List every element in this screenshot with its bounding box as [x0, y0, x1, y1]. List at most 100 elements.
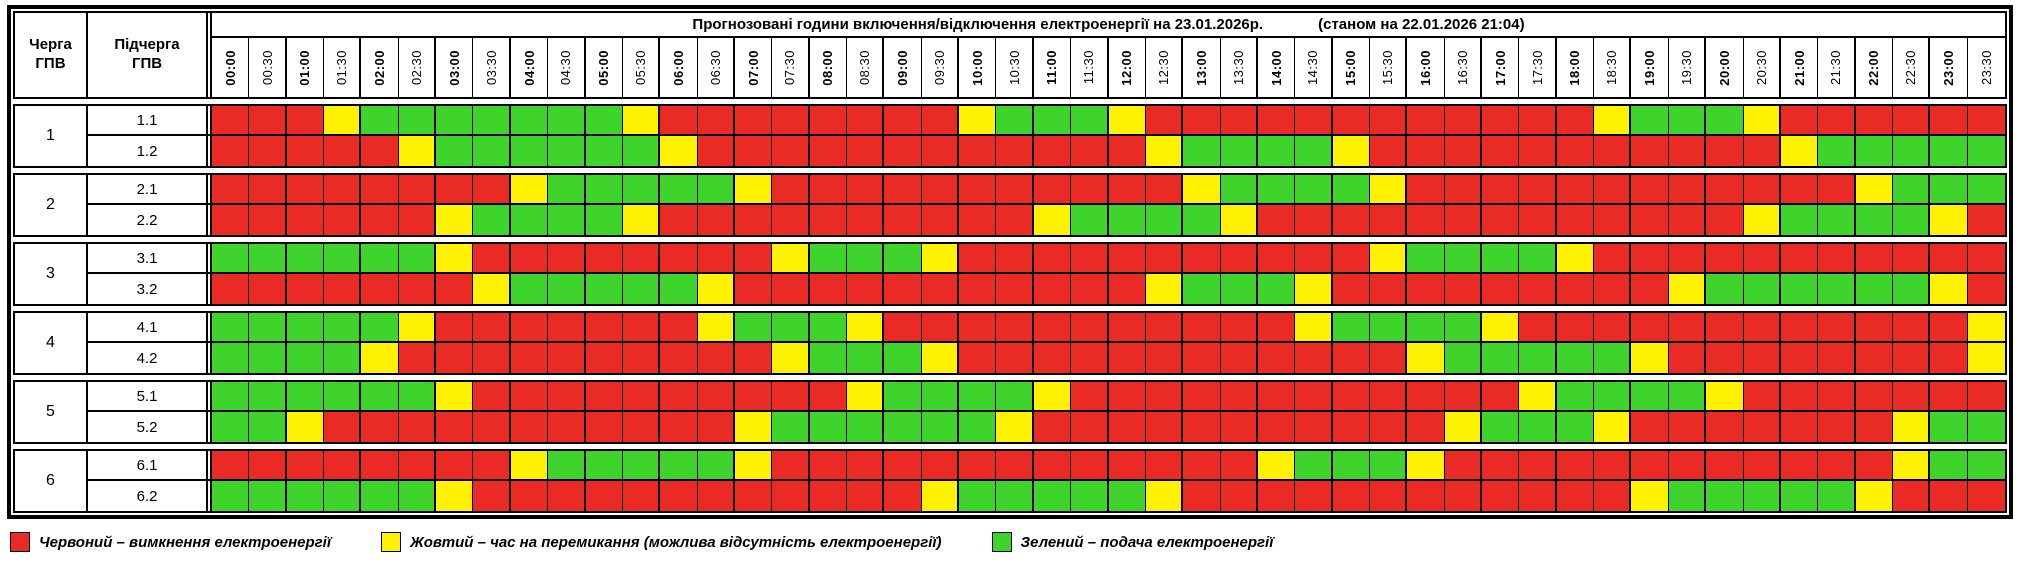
schedule-cell — [212, 106, 250, 134]
schedule-cell — [1930, 313, 1968, 341]
schedule-cell — [324, 481, 362, 511]
schedule-cell — [510, 313, 549, 341]
schedule-cell — [436, 313, 474, 341]
schedule-cell — [734, 343, 773, 373]
schedule-cell — [1594, 106, 1632, 134]
schedule-cell — [1108, 136, 1146, 166]
schedule-cell — [324, 274, 362, 304]
schedule-cell — [1631, 175, 1669, 203]
schedule-cell — [660, 343, 698, 373]
schedule-cell — [847, 244, 885, 272]
schedule-cell — [1369, 205, 1408, 235]
time-column-label: 19:30 — [1669, 38, 1707, 97]
schedule-cell — [884, 244, 922, 272]
time-column-label: 02:30 — [399, 38, 437, 97]
schedule-row: 4.2 — [88, 343, 2005, 373]
schedule-cell — [809, 313, 848, 341]
schedule-cell — [1482, 175, 1520, 203]
schedule-cell — [1145, 343, 1184, 373]
schedule-cell — [1855, 205, 1893, 235]
schedule-cell — [1556, 106, 1595, 134]
schedule-cell — [1743, 343, 1781, 373]
schedule-cell — [1145, 412, 1184, 442]
schedule-cell — [1033, 382, 1072, 410]
schedule-cell — [286, 382, 325, 410]
schedule-cell — [286, 343, 325, 373]
schedule-cell — [398, 313, 437, 341]
schedule-row-cells — [206, 343, 2005, 373]
schedule-cell — [1332, 106, 1370, 134]
schedule-cell — [1743, 412, 1781, 442]
time-column-label: 17:00 — [1482, 38, 1520, 97]
schedule-cell — [884, 343, 922, 373]
table-title-asof: (станом на 22.01.2026 21:04) — [1318, 16, 1525, 33]
schedule-cell — [622, 412, 661, 442]
schedule-cell — [1743, 205, 1781, 235]
schedule-row: 2.2 — [88, 205, 2005, 235]
schedule-cell — [212, 382, 250, 410]
schedule-cell — [996, 274, 1034, 304]
schedule-cell — [697, 382, 735, 410]
schedule-cell — [1220, 136, 1258, 166]
schedule-cell — [1631, 451, 1669, 479]
time-label-text: 20:00 — [1716, 49, 1732, 86]
schedule-cell — [473, 244, 511, 272]
schedule-cell — [996, 451, 1034, 479]
schedule-cell — [734, 175, 773, 203]
time-column-label: 23:00 — [1930, 38, 1968, 97]
schedule-cell — [1706, 136, 1744, 166]
schedule-cell — [548, 136, 586, 166]
schedule-cell — [212, 412, 250, 442]
schedule-cell — [772, 481, 810, 511]
schedule-cell — [1967, 382, 2005, 410]
schedule-cell — [1332, 382, 1370, 410]
schedule-cell — [1295, 106, 1333, 134]
time-label-text: 18:00 — [1567, 49, 1583, 86]
time-column-label: 03:30 — [473, 38, 511, 97]
schedule-cell — [510, 451, 549, 479]
time-column-label: 01:00 — [287, 38, 325, 97]
time-column-label: 06:30 — [698, 38, 735, 97]
schedule-cell — [847, 343, 885, 373]
schedule-cell — [212, 136, 250, 166]
schedule-cell — [1257, 244, 1296, 272]
time-label-text: 17:00 — [1492, 49, 1508, 86]
schedule-cell — [1631, 412, 1669, 442]
schedule-row-cells — [206, 205, 2005, 235]
schedule-cell — [622, 382, 661, 410]
time-label-text: 01:30 — [334, 49, 350, 86]
schedule-row: 5.2 — [88, 412, 2005, 442]
queue-number: 6 — [15, 451, 88, 511]
schedule-cell — [1855, 382, 1893, 410]
schedule-cell — [1183, 412, 1221, 442]
schedule-cell — [660, 106, 698, 134]
schedule-cell — [1743, 274, 1781, 304]
schedule-cell — [1407, 451, 1445, 479]
time-label-text: 23:00 — [1940, 49, 1956, 86]
schedule-cell — [697, 136, 735, 166]
schedule-cell — [1967, 313, 2005, 341]
time-label-text: 06:30 — [707, 49, 723, 86]
schedule-cell — [1519, 106, 1557, 134]
schedule-cell — [1444, 136, 1483, 166]
schedule-cell — [249, 274, 287, 304]
schedule-cell — [398, 412, 437, 442]
schedule-row: 1.2 — [88, 136, 2005, 166]
schedule-cell — [1332, 481, 1370, 511]
schedule-cell — [436, 106, 474, 134]
schedule-cell — [1257, 274, 1296, 304]
schedule-cell — [1444, 313, 1483, 341]
schedule-cell — [548, 274, 586, 304]
legend-swatch-g — [991, 532, 1012, 552]
schedule-cell — [1818, 412, 1856, 442]
schedule-cell — [1482, 244, 1520, 272]
schedule-cell — [1780, 343, 1819, 373]
schedule-cell — [1444, 481, 1483, 511]
schedule-cell — [1780, 481, 1819, 511]
schedule-cell — [585, 205, 623, 235]
schedule-cell — [1033, 274, 1072, 304]
schedule-row-cells — [206, 481, 2005, 511]
schedule-cell — [1407, 382, 1445, 410]
schedule-cell — [1967, 274, 2005, 304]
schedule-cell — [473, 481, 511, 511]
